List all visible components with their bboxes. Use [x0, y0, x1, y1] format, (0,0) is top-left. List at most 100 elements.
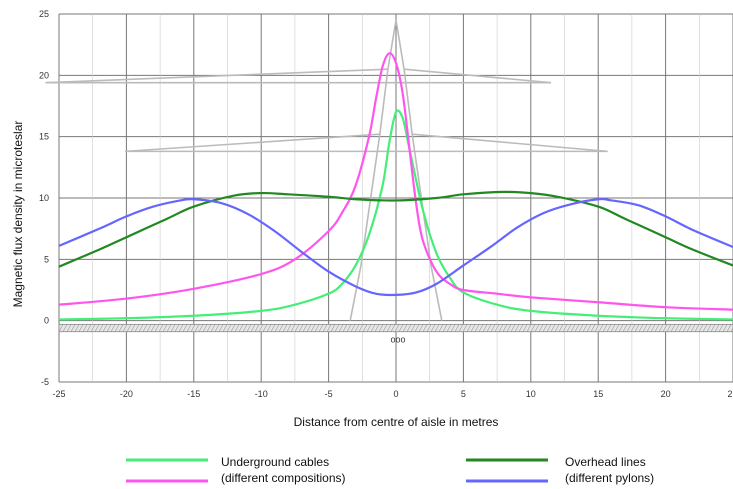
ground-hatch	[374, 324, 380, 332]
ground-hatch	[682, 324, 688, 332]
ground-hatch	[346, 324, 352, 332]
pylon-outline	[45, 20, 608, 321]
ground-hatch	[146, 324, 152, 332]
legend: Underground cables (different compositio…	[126, 455, 654, 485]
ground-hatch	[402, 324, 408, 332]
ground-hatch	[434, 324, 440, 332]
ground-hatch	[98, 324, 104, 332]
ground-hatch	[310, 324, 316, 332]
ground-hatch	[602, 324, 608, 332]
pylon-line	[412, 133, 608, 153]
ground-hatch	[570, 324, 576, 332]
ground-hatch	[566, 324, 572, 332]
ground-hatch	[274, 324, 280, 332]
ground-hatch	[286, 324, 292, 332]
ground-hatch	[498, 324, 504, 332]
ground-hatch	[162, 324, 168, 332]
ground-hatch	[638, 324, 644, 332]
x-tick-label: 20	[661, 389, 671, 399]
ground-hatch	[662, 324, 668, 332]
ground-hatch	[106, 324, 112, 332]
ground-hatch	[394, 324, 400, 332]
ground-hatch	[550, 324, 556, 332]
ground-hatch	[358, 324, 364, 332]
ground-hatch	[710, 324, 716, 332]
ground-hatch	[318, 324, 324, 332]
x-tick-label: 2	[727, 389, 732, 399]
ground-hatch	[462, 324, 468, 332]
ground-hatch	[230, 324, 236, 332]
ground-hatch	[442, 324, 448, 332]
y-tick-labels: -5 0 5 10 15 20 25	[39, 9, 49, 387]
ground-hatch	[622, 324, 628, 332]
ground-hatch	[718, 324, 724, 332]
y-tick-label: 15	[39, 132, 49, 142]
x-tick-labels: -25 -20 -15 -10 -5 0 5 10 15 20 2	[52, 389, 732, 399]
ground-hatch	[166, 324, 172, 332]
ground-hatch	[418, 324, 424, 332]
ground-hatch	[578, 324, 584, 332]
ground-hatch	[490, 324, 496, 332]
ground-hatch	[482, 324, 488, 332]
ground-hatch	[298, 324, 304, 332]
ground-hatch	[666, 324, 672, 332]
ground-hatch	[178, 324, 184, 332]
ground-hatch	[678, 324, 684, 332]
ground-hatch	[270, 324, 276, 332]
ground-hatch	[606, 324, 612, 332]
ground-hatch	[454, 324, 460, 332]
ground-hatch	[574, 324, 580, 332]
ground-hatch	[214, 324, 220, 332]
ground-hatch	[102, 324, 108, 332]
ground-hatch	[306, 324, 312, 332]
ground-hatch	[590, 324, 596, 332]
ground-hatch	[74, 324, 80, 332]
ground-hatch	[334, 324, 340, 332]
ground-hatch	[338, 324, 344, 332]
ground-hatch	[614, 324, 620, 332]
ground-hatch	[642, 324, 648, 332]
ground-label: ooo	[390, 335, 405, 345]
series-overhead-blue	[58, 197, 733, 297]
ground-hatch	[78, 324, 84, 332]
ground-hatch	[110, 324, 116, 332]
x-tick-label: -25	[52, 389, 65, 399]
y-tick-label: 25	[39, 9, 49, 19]
ground-hatch	[242, 324, 248, 332]
x-tick-label: -15	[187, 389, 200, 399]
ground-hatch	[282, 324, 288, 332]
ground-hatch	[126, 324, 132, 332]
ground-hatch	[154, 324, 160, 332]
pylon-line	[124, 133, 380, 153]
ground-hatch	[630, 324, 636, 332]
ground-hatch	[386, 324, 392, 332]
ground-hatch	[582, 324, 588, 332]
ground-hatch	[562, 324, 568, 332]
y-tick-label: 5	[44, 254, 49, 264]
ground-band-rect	[58, 323, 733, 333]
ground-hatch	[398, 324, 404, 332]
ground-hatch	[138, 324, 144, 332]
ground-hatch	[526, 324, 532, 332]
ground-hatch	[674, 324, 680, 332]
ground-hatch	[238, 324, 244, 332]
ground-hatch	[726, 324, 732, 332]
ground-hatch	[202, 324, 208, 332]
ground-hatch	[450, 324, 456, 332]
ground-hatch	[278, 324, 284, 332]
ground-hatch	[150, 324, 156, 332]
ground-hatch	[686, 324, 692, 332]
ground-hatch	[258, 324, 264, 332]
ground-hatch	[86, 324, 92, 332]
pylon-line	[349, 20, 443, 321]
ground-hatch	[626, 324, 632, 332]
ground-band	[58, 323, 733, 333]
x-tick-label: -10	[255, 389, 268, 399]
ground-hatch	[354, 324, 360, 332]
ground-hatch	[362, 324, 368, 332]
x-tick-label: 5	[461, 389, 466, 399]
ground-hatch	[66, 324, 72, 332]
ground-hatch	[194, 324, 200, 332]
ground-hatch	[694, 324, 700, 332]
ground-hatch	[706, 324, 712, 332]
